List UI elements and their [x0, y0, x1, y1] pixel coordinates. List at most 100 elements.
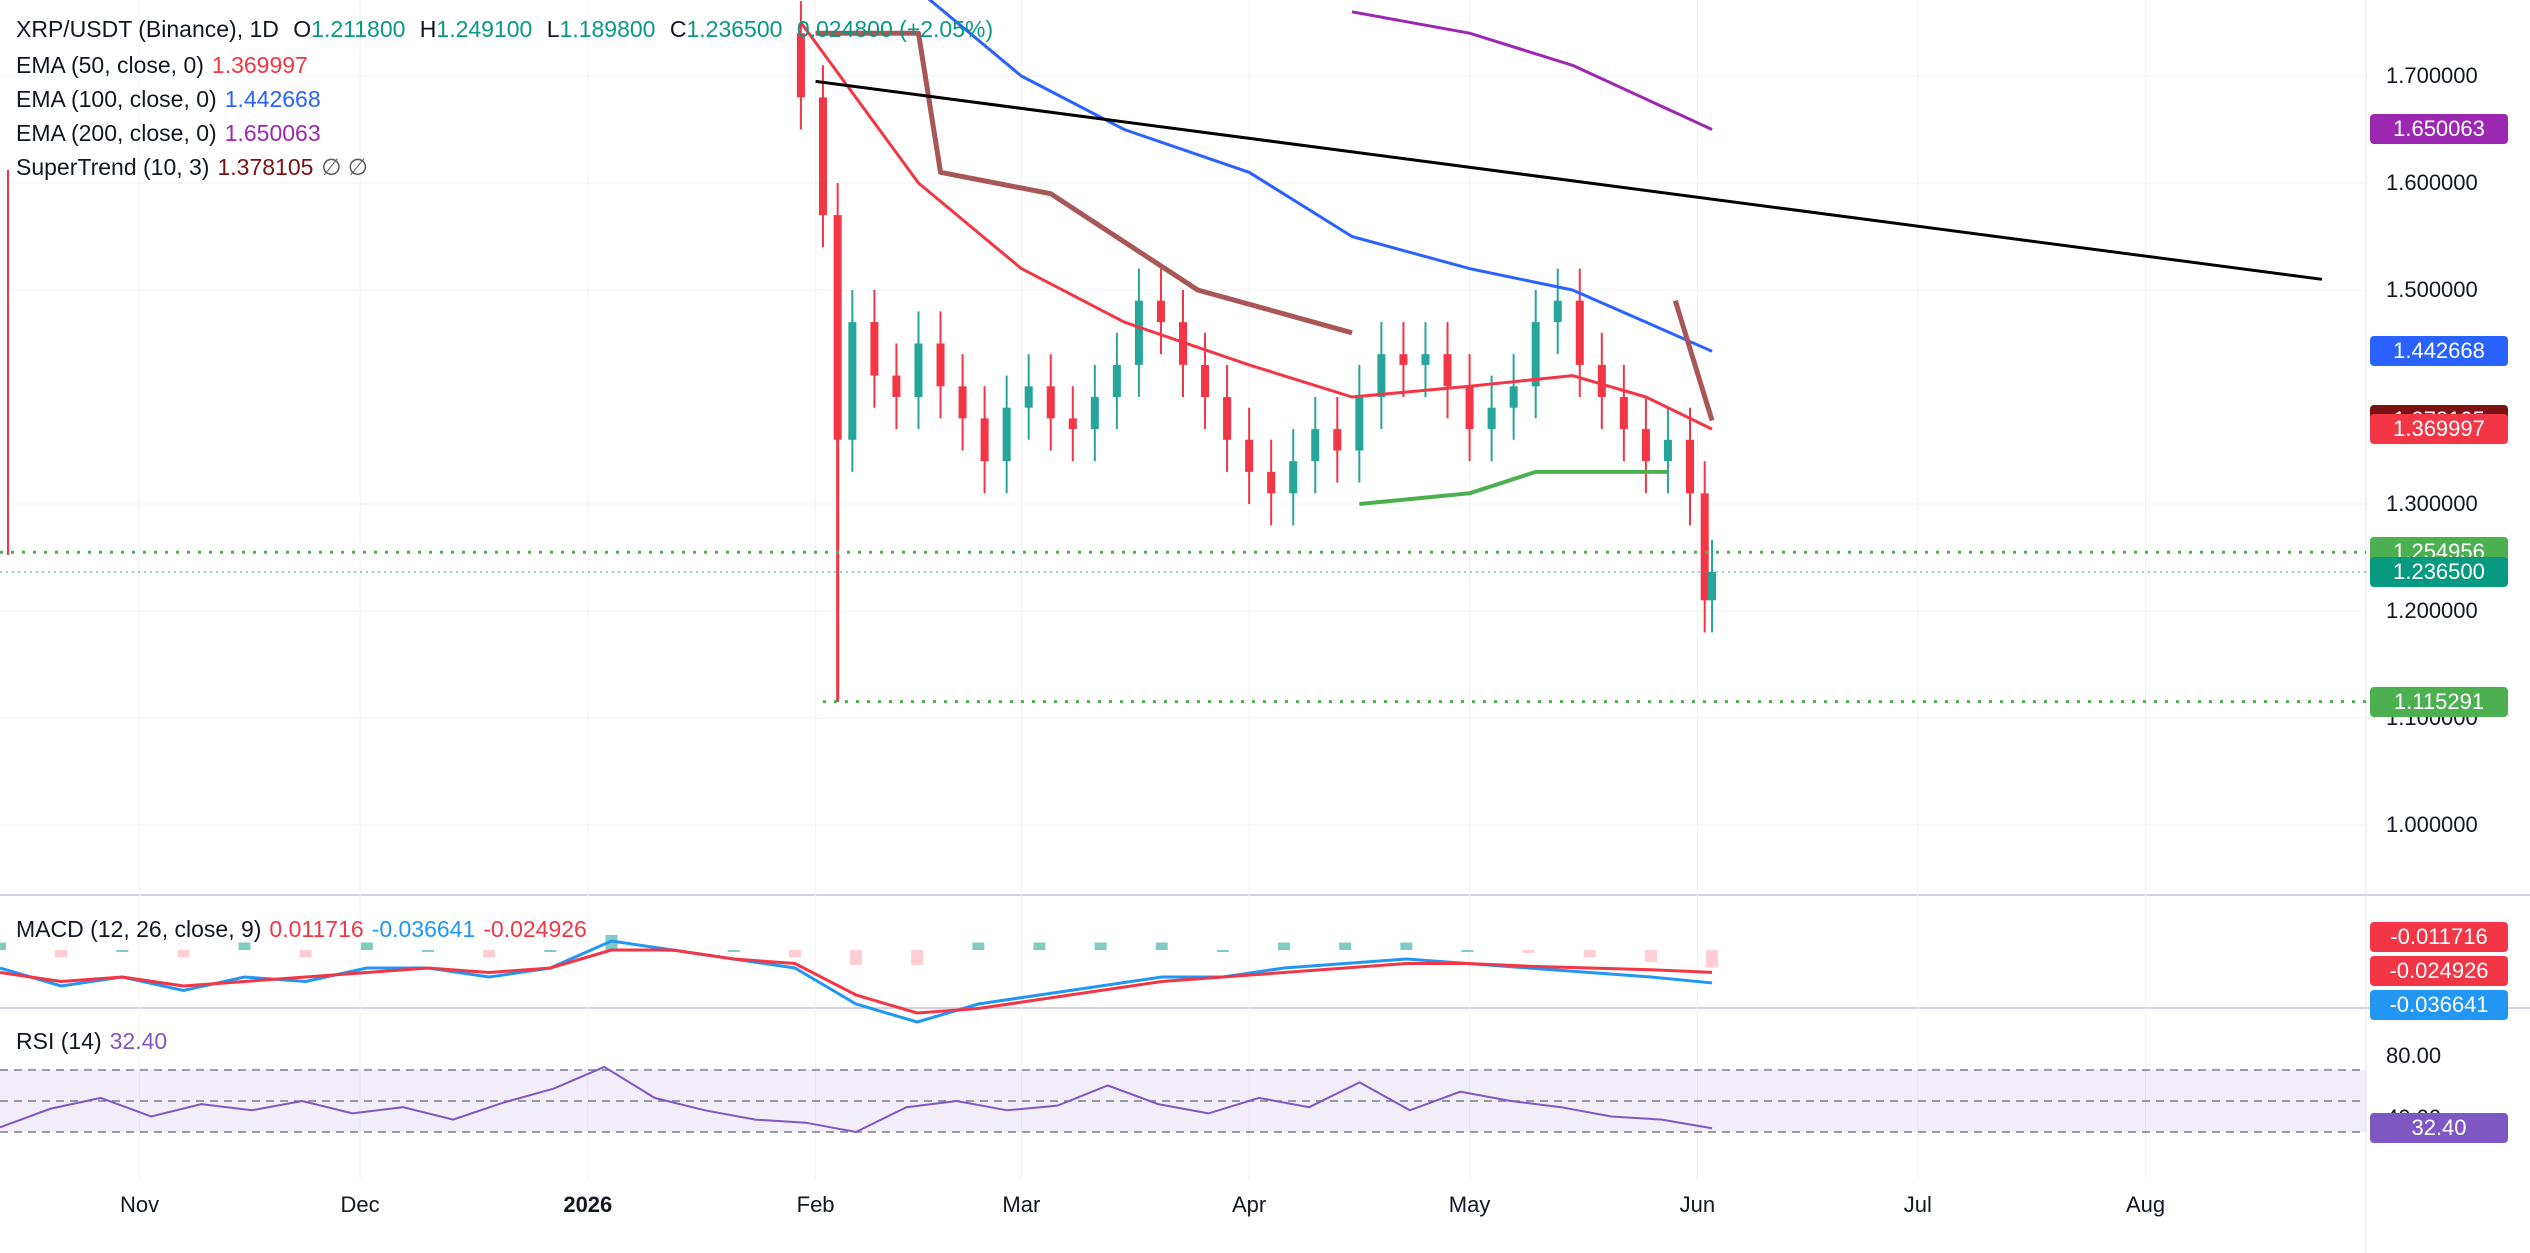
x-tick-label: Feb: [796, 1192, 835, 1217]
candle: [1575, 300, 1584, 365]
candle: [958, 386, 967, 419]
price-tag-close: 1.236500: [2370, 556, 2508, 587]
macd-histogram-bar: [483, 950, 496, 958]
macd-signal-line: [0, 948, 1713, 1015]
candle: [848, 322, 857, 440]
change-value: 0.024800 (+2.05%): [796, 16, 994, 42]
macd-histogram-bar: [850, 950, 863, 965]
close-value: 1.236500: [686, 16, 783, 42]
candle: [1465, 386, 1474, 430]
candle: [1708, 571, 1717, 601]
rsi-tag: 32.40: [2370, 1113, 2508, 1144]
candle: [796, 33, 805, 98]
macd-histogram-bar: [911, 950, 924, 965]
x-tick-label: Dec: [340, 1192, 380, 1217]
candle: [1002, 407, 1011, 462]
candle: [1311, 429, 1320, 462]
macd-histogram-bar: [1339, 942, 1352, 950]
macd-histogram-bar: [1094, 942, 1107, 950]
trendline: [815, 79, 2323, 281]
supertrend-value: 1.378105: [217, 154, 314, 180]
x-tick-label: Jun: [1679, 1192, 1716, 1217]
ema50-legend[interactable]: EMA (50, close, 0) 1.369997: [16, 52, 316, 79]
macd-histogram-bar: [727, 950, 740, 952]
candle: [1068, 418, 1077, 430]
candle: [1531, 322, 1540, 387]
open-value: 1.211800: [311, 16, 406, 42]
macd-histogram-bar: [422, 950, 435, 952]
candle: [1700, 493, 1709, 601]
ema200-label: EMA (200, close, 0): [16, 120, 217, 146]
candle: [892, 375, 901, 397]
macd-legend[interactable]: MACD (12, 26, close, 9) 0.011716 -0.036641…: [16, 916, 595, 943]
price-tag-ema200: 1.650063: [2370, 114, 2508, 145]
macd-histogram-bar: [1644, 950, 1657, 962]
y-tick-label: 1.600000: [2386, 170, 2478, 195]
rsi-label: RSI (14): [16, 1028, 102, 1054]
x-tick-label: Mar: [1002, 1192, 1041, 1217]
low-label: L: [546, 16, 560, 42]
macd-histogram-bar: [788, 950, 801, 958]
candle: [1641, 429, 1650, 462]
candle: [1156, 300, 1165, 323]
macd-histogram-bar: [1155, 942, 1168, 950]
macd-label: MACD (12, 26, close, 9): [16, 916, 262, 942]
macd-histogram-bar: [1216, 950, 1229, 952]
candle: [980, 418, 989, 462]
macd-hist-value: 0.011716: [269, 916, 364, 942]
ema200-legend[interactable]: EMA (200, close, 0) 1.650063: [16, 120, 329, 147]
close-label: C: [669, 16, 687, 42]
candle: [1487, 407, 1496, 430]
ema200-value: 1.650063: [224, 120, 321, 146]
ema50-value: 1.369997: [211, 52, 308, 78]
symbol-legend: XRP/USDT (Binance), 1D O1.211800 H1.2491…: [16, 16, 1001, 43]
ema200-line: [1351, 10, 1713, 131]
macd-histogram-bar: [1583, 950, 1596, 958]
x-tick-label: Jul: [1903, 1192, 1932, 1217]
candle: [1245, 439, 1254, 472]
candle: [1267, 471, 1276, 494]
high-label: H: [419, 16, 437, 42]
high-value: 1.249100: [436, 16, 533, 42]
macd-tag: -0.011716: [2370, 922, 2508, 952]
candle: [1289, 461, 1298, 494]
candle: [914, 343, 923, 397]
ema50-label: EMA (50, close, 0): [16, 52, 204, 78]
supertrend-legend[interactable]: SuperTrend (10, 3) 1.378105 ∅ ∅: [16, 154, 376, 181]
macd-tag: -0.036641: [2370, 990, 2508, 1020]
x-tick-label: 2026: [563, 1192, 613, 1217]
macd-histogram-bar: [1400, 942, 1413, 950]
macd-histogram-bar: [1706, 950, 1719, 968]
rsi-value: 32.40: [109, 1028, 168, 1054]
candle: [1046, 386, 1055, 419]
macd-histogram-bar: [1033, 942, 1046, 950]
candle: [1619, 397, 1628, 430]
macd-histogram-bar: [0, 942, 6, 950]
rsi-legend[interactable]: RSI (14) 32.40: [16, 1028, 175, 1055]
candle: [1223, 397, 1232, 440]
macd-histogram-bar: [1461, 950, 1474, 952]
ema100-legend[interactable]: EMA (100, close, 0) 1.442668: [16, 86, 329, 113]
y-tick-label: 1.200000: [2386, 598, 2478, 623]
candle: [1134, 300, 1143, 365]
macd-histogram-bar: [972, 942, 985, 950]
candle: [1377, 354, 1386, 397]
supertrend-label: SuperTrend (10, 3): [16, 154, 210, 180]
candle: [1443, 354, 1452, 387]
candle: [936, 343, 945, 387]
price-tag-ema100: 1.442668: [2370, 336, 2508, 367]
candle: [1421, 354, 1430, 365]
x-tick-label: Nov: [120, 1192, 160, 1217]
supertrend-down-line: [815, 30, 1353, 336]
candle: [1024, 386, 1033, 408]
supertrend-up-line: [1359, 469, 1668, 506]
ema100-label: EMA (100, close, 0): [16, 86, 217, 112]
candle: [1201, 364, 1210, 397]
price-tag-low: 1.115291: [2370, 686, 2508, 717]
candle: [1333, 429, 1342, 451]
x-tick-label: Apr: [1232, 1192, 1267, 1217]
candle: [1355, 397, 1364, 451]
macd-histogram-bar: [177, 950, 190, 958]
y-tick-label: 1.500000: [2386, 277, 2478, 302]
